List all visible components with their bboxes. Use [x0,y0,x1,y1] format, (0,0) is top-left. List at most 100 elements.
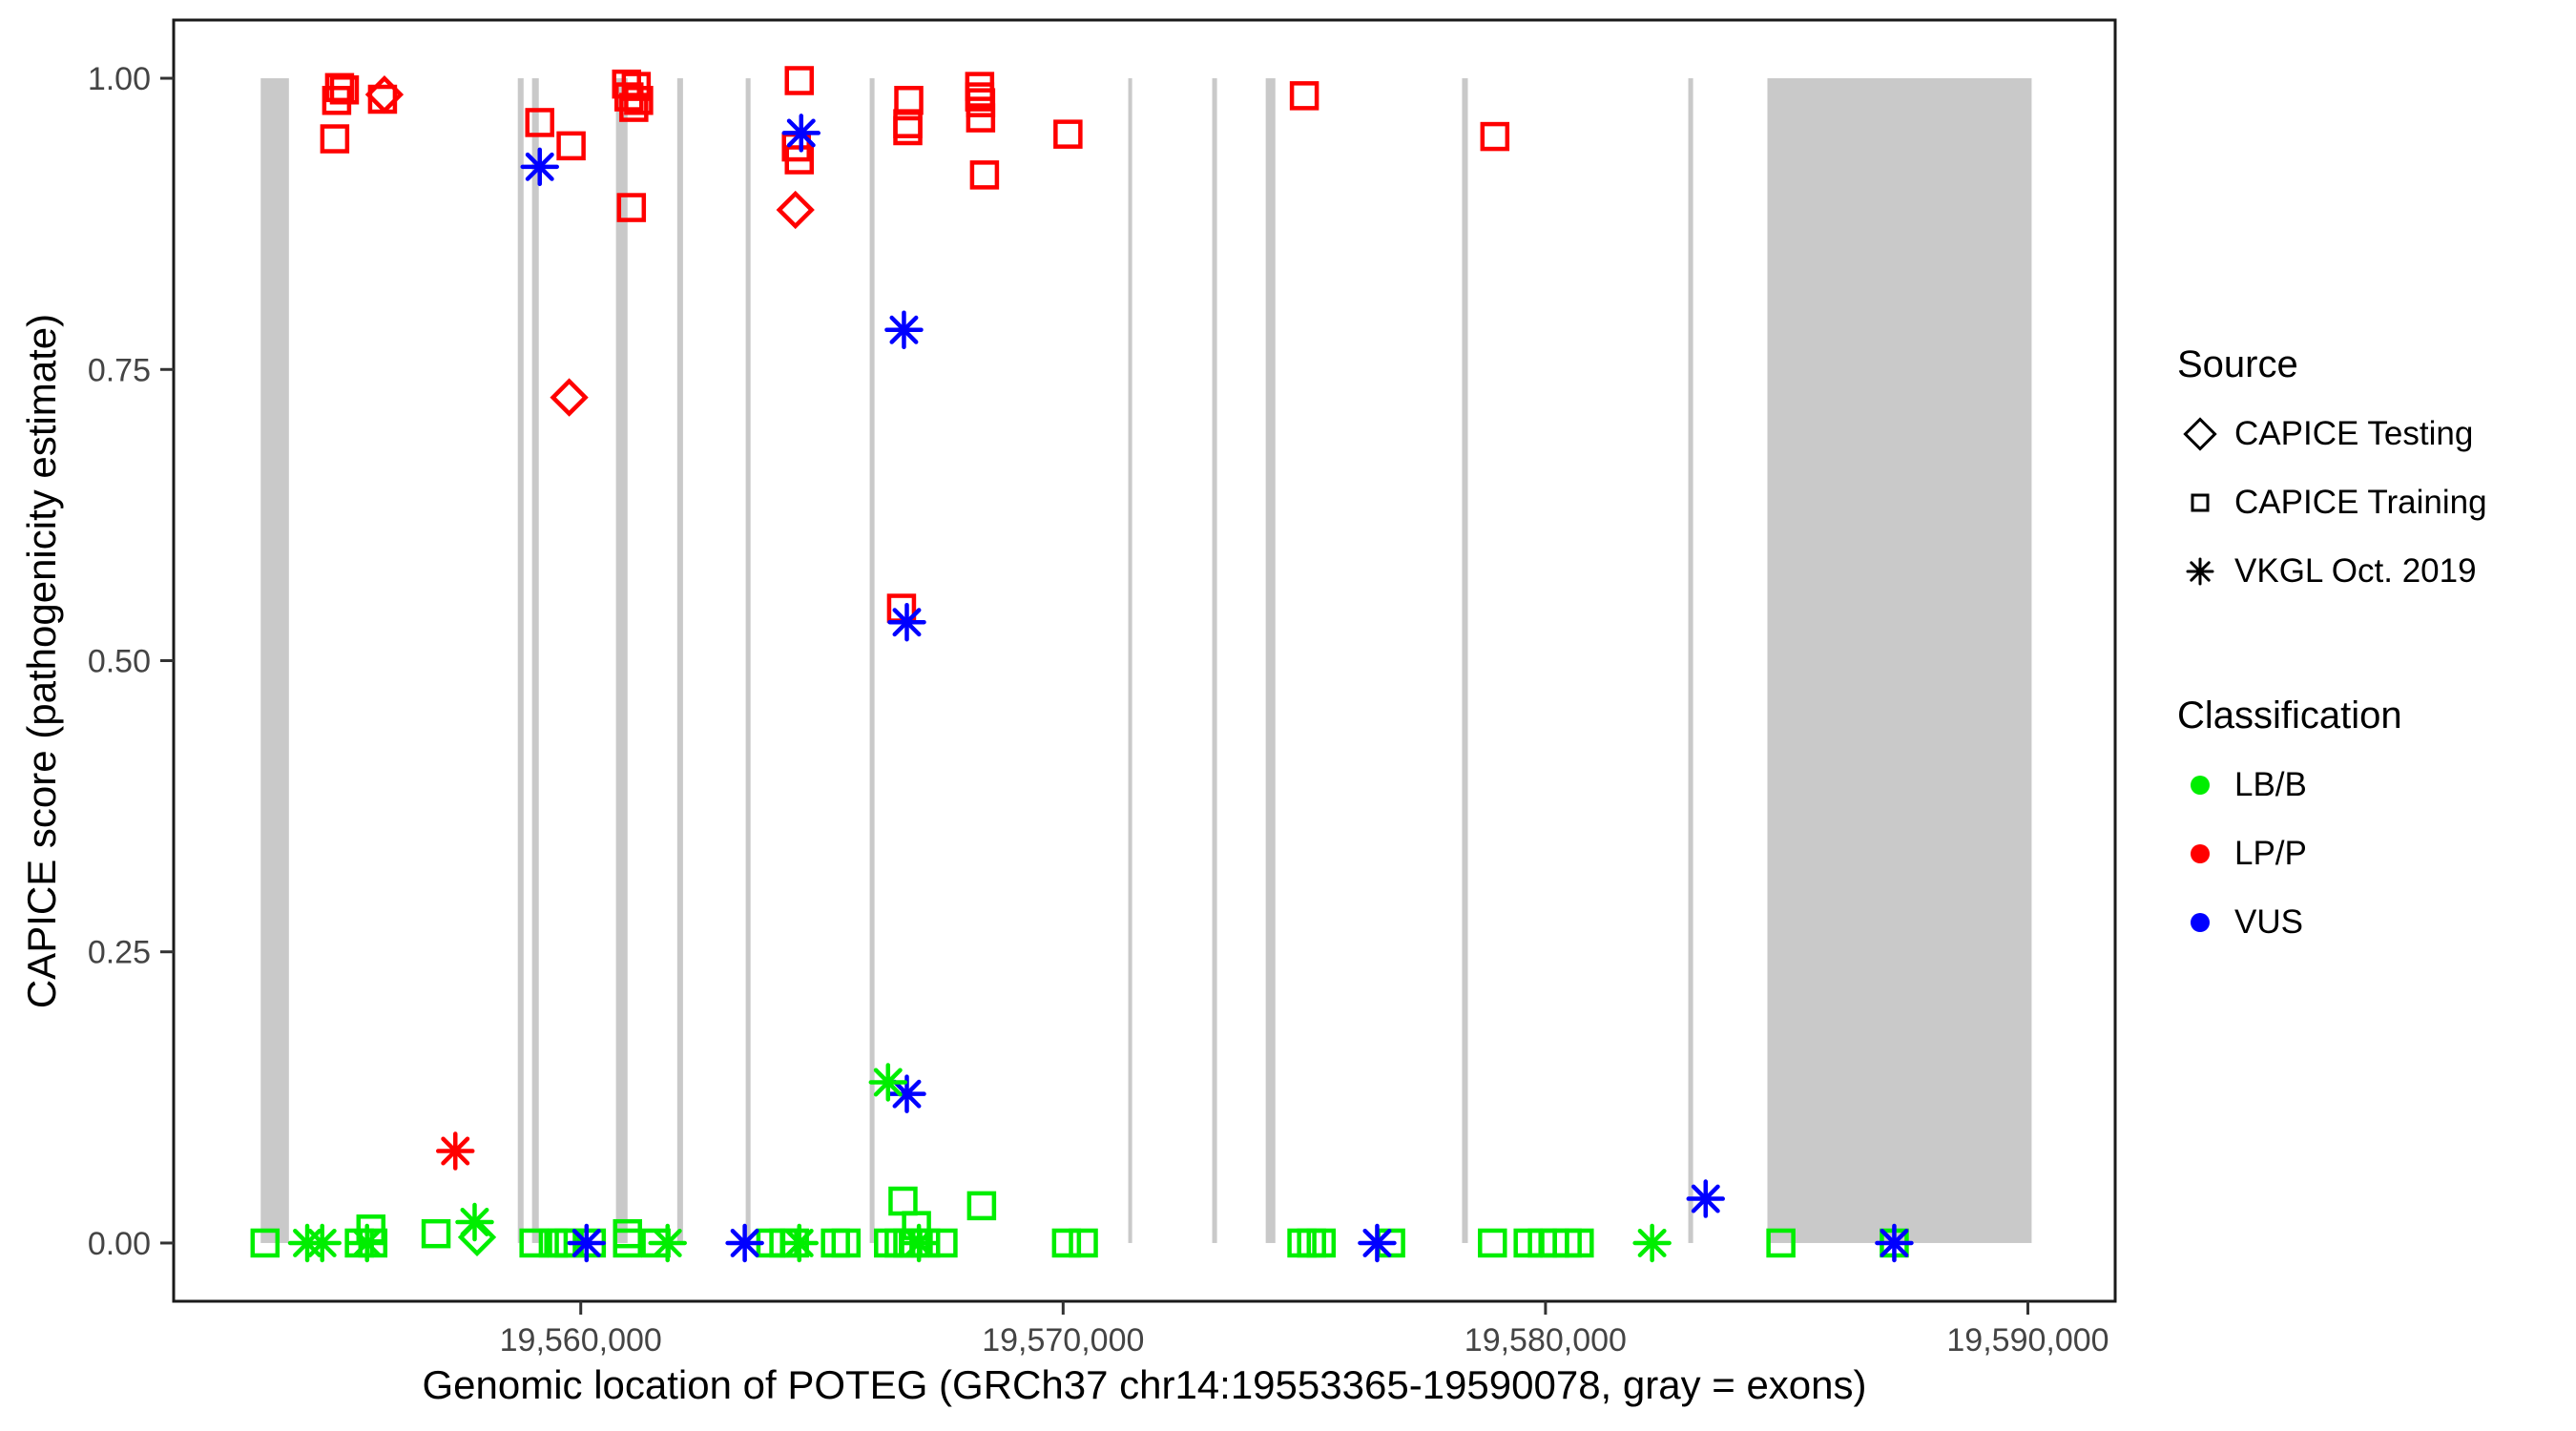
marker-asterisk [1686,1179,1726,1218]
marker-square [320,124,350,154]
marker-square [966,1191,997,1221]
y-tick-label: 0.25 [88,935,151,971]
marker-square [624,85,654,115]
y-tick-label: 1.00 [88,61,151,97]
marker-square [888,1186,918,1216]
y-tick-label: 0.00 [88,1226,151,1262]
marker-asterisk [302,1223,342,1263]
marker-square [1297,1228,1326,1258]
marker-asterisk [347,1223,386,1263]
marker-square [969,160,1000,190]
x-tick-label: 19,560,000 [500,1322,662,1358]
marker-square [525,108,554,137]
blue-dot-icon [2191,913,2210,932]
legend-item-label: CAPICE Training [2234,484,2487,521]
exon-band [615,78,628,1243]
x-tick-label: 19,590,000 [1946,1322,2109,1358]
exon-band [531,78,539,1243]
exon-band [1688,78,1693,1243]
exon-band [1462,78,1468,1243]
marker-diamond [550,378,589,417]
marker-asterisk [868,1063,908,1102]
legend-item-label: CAPICE Testing [2234,415,2474,452]
x-tick-label: 19,580,000 [1465,1322,1627,1358]
marker-square [1053,119,1083,149]
marker-asterisk [1632,1223,1672,1263]
marker-square [556,131,586,161]
marker-square [1478,1228,1507,1258]
marker-asterisk [567,1223,607,1263]
marker-square [966,88,996,117]
marker-square [784,66,815,95]
y-tick-label: 0.75 [88,352,151,388]
legend-item-label: VKGL Oct. 2019 [2234,552,2477,590]
exon-band [517,78,524,1243]
marker-square [966,103,996,133]
red-dot-icon [2191,844,2210,863]
exon-band [1767,78,2032,1243]
diamond-icon [2183,417,2217,451]
marker-square [329,75,360,105]
marker-asterisk [884,310,924,350]
exon-band [1212,78,1217,1243]
exon-band [260,78,289,1243]
exon-band [1128,78,1132,1243]
marker-asterisk [1875,1223,1914,1263]
marker-square [421,1218,451,1249]
legend-item-lpp: LP/P [2177,819,2402,888]
marker-square [831,1228,862,1258]
marker-asterisk [520,147,559,187]
green-dot-icon [2191,776,2210,795]
asterisk-icon [2186,557,2214,586]
marker-asterisk [455,1202,494,1242]
legend-source: Source CAPICE Testing CAPICE Training VK… [2177,343,2487,606]
marker-square [1289,81,1319,111]
exon-band [745,78,751,1243]
marker-asterisk [725,1223,764,1263]
marker-square [613,1228,643,1258]
legend-source-title: Source [2177,343,2298,385]
exon-band [869,78,875,1243]
legend-item-capice-testing: CAPICE Testing [2177,400,2487,468]
marker-asterisk [887,602,926,642]
marker-asterisk [1358,1223,1397,1263]
marker-asterisk [648,1223,687,1263]
marker-square [1069,1228,1098,1258]
legend-item-label: VUS [2234,903,2303,941]
marker-square [1565,1228,1594,1258]
marker-square [893,115,923,146]
marker-square [616,193,647,222]
legend-classification-title: Classification [2177,695,2402,736]
y-tick-label: 0.50 [88,644,151,680]
marker-square [1766,1228,1796,1258]
legend-item-label: LB/B [2234,766,2307,803]
marker-diamond [776,190,815,230]
marker-square [324,73,355,103]
x-tick-label: 19,570,000 [982,1322,1144,1358]
exon-band [676,78,683,1243]
legend-item-label: LP/P [2234,835,2307,872]
marker-square [619,93,649,122]
marker-square [519,1228,549,1258]
marker-square [894,85,924,115]
marker-asterisk [779,1223,820,1263]
marker-diamond [364,74,405,114]
marker-square [893,109,923,138]
marker-square [1306,1228,1337,1258]
marker-square [1051,1228,1082,1258]
exon-band [1265,78,1276,1243]
marker-asterisk [436,1131,475,1171]
marker-square [1480,121,1510,152]
legend-item-vkgl: VKGL Oct. 2019 [2177,537,2487,606]
legend-item-vus: VUS [2177,888,2402,957]
marker-asterisk [781,114,821,153]
marker-square [250,1228,280,1258]
legend-item-lbb: LB/B [2177,751,2402,819]
legend-item-capice-training: CAPICE Training [2177,468,2487,537]
x-axis-title: Genomic location of POTEG (GRCh37 chr14:… [422,1362,1867,1407]
marker-asterisk [899,1223,939,1263]
square-icon [2191,493,2210,512]
y-axis-title: CAPICE score (pathogenicity estimate) [19,313,64,1009]
